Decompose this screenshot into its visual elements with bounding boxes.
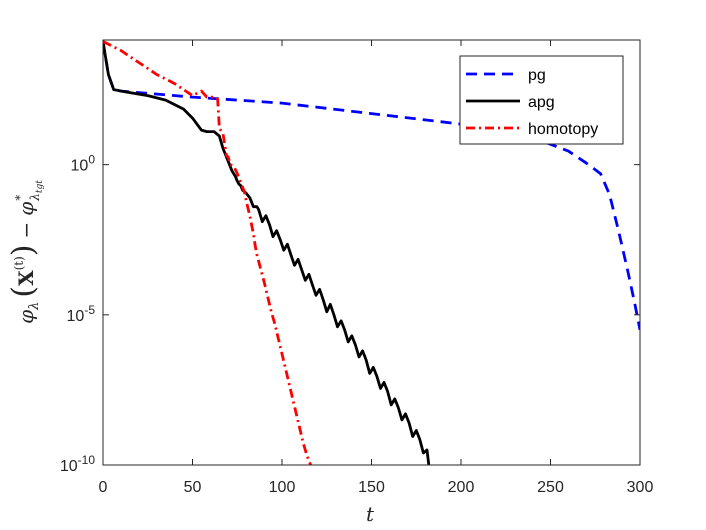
ylabel-minus: − bbox=[14, 222, 38, 239]
legend-items: pg apg homotopy bbox=[466, 67, 598, 138]
y-tick-label: 10-5 bbox=[67, 303, 96, 325]
ylabel-x: X bbox=[14, 270, 38, 286]
x-tick-label: 200 bbox=[448, 479, 475, 496]
ylabel-tgt: tgt bbox=[35, 180, 45, 193]
ylabel-paren-open: ( bbox=[6, 286, 41, 298]
series-line-apg bbox=[103, 41, 431, 465]
ylabel-phi-2: φ bbox=[14, 202, 38, 216]
ylabel-lambda-sub: λ bbox=[28, 193, 42, 202]
x-tick-label: 100 bbox=[269, 479, 296, 496]
x-axis-label: t bbox=[366, 502, 375, 526]
svg-text:φλ(X(t))−φ*λtgt: φλ(X(t))−φ*λtgt bbox=[6, 180, 45, 324]
legend: pg apg homotopy bbox=[459, 55, 624, 145]
y-axis-label: φλ(X(t))−φ*λtgt bbox=[6, 180, 45, 324]
ylabel-lambda: λ bbox=[27, 302, 42, 311]
ticks-layer: 0 50 100 150 200 250 300 100 10-5 10-10 bbox=[60, 40, 654, 496]
x-tick-label: 50 bbox=[184, 479, 202, 496]
x-tick-label: 0 bbox=[99, 479, 108, 496]
legend-label-homotopy: homotopy bbox=[528, 121, 598, 138]
ylabel-star: * bbox=[13, 195, 27, 201]
y-tick-label: 10-10 bbox=[60, 453, 95, 475]
ylabel-superscript: (t) bbox=[12, 256, 26, 270]
x-tick-label: 300 bbox=[627, 479, 654, 496]
legend-label-apg: apg bbox=[528, 94, 555, 111]
series-line-homotopy bbox=[103, 40, 312, 465]
x-tick-label: 250 bbox=[537, 479, 564, 496]
ylabel-phi: φ bbox=[14, 310, 38, 324]
ylabel-paren-close: ) bbox=[6, 244, 41, 256]
x-tick-label: 150 bbox=[358, 479, 385, 496]
legend-label-pg: pg bbox=[528, 67, 546, 84]
y-tick-label: 100 bbox=[71, 153, 96, 175]
